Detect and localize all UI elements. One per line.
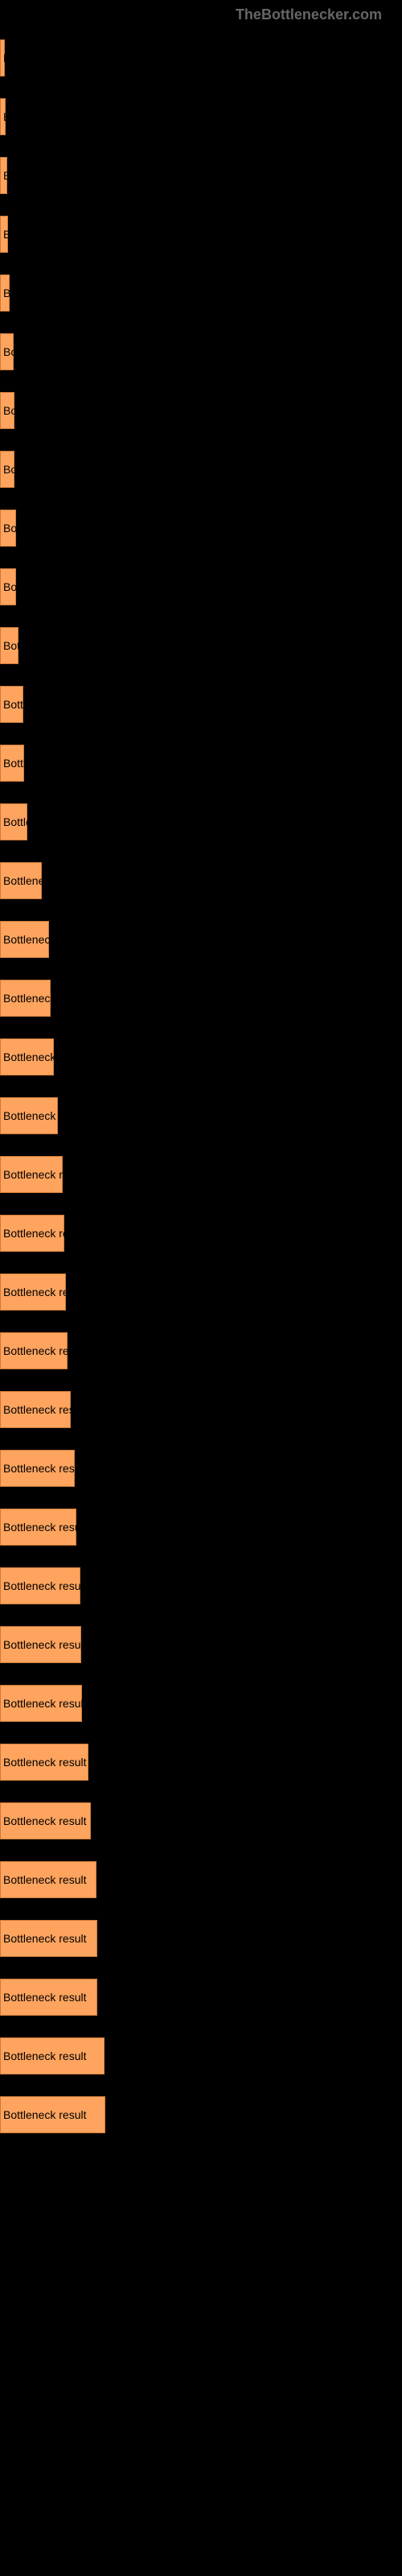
bar-row: Bottleneck res [0,921,402,958]
chart-bar: Bottle [0,745,24,782]
bar-row: Bottleneck result [0,1744,402,1781]
chart-bar: B [0,98,6,135]
bar-row: B [0,39,402,76]
bar-row: Bot [0,627,402,664]
chart-bar: Bottleneck result [0,1097,58,1134]
bar-row: Bottleneck resu [0,1038,402,1075]
chart-bar: B [0,216,8,253]
chart-bar: Bottleneck resu [0,1038,54,1075]
bar-row: Bottleneck result [0,1567,402,1604]
chart-bar: Bo [0,392,14,429]
bar-row: Bottleneck result [0,1332,402,1369]
bar-row: Bottleneck result [0,1509,402,1546]
bar-row: Bottleneck result [0,1626,402,1663]
bar-row: Bottleneck result [0,1097,402,1134]
bar-chart: BBBBBBoBoBoBoBoBotBottleBottleBottleBott… [0,23,402,2171]
bar-row: Bottleneck result [0,1861,402,1898]
chart-bar: Bo [0,451,14,488]
chart-bar: Bottlenec [0,862,42,899]
bar-row: Bottleneck result [0,2037,402,2074]
chart-bar: Bottle [0,803,27,840]
chart-bar: Bottleneck resu [0,1156,63,1193]
watermark-text: TheBottlenecker.com [0,0,402,23]
bar-row: Bottleneck result [0,2096,402,2133]
bar-row: Bottleneck res [0,1274,402,1311]
bar-row: Bottle [0,745,402,782]
chart-bar: Bottleneck result [0,1861,96,1898]
bar-row: Bo [0,333,402,370]
bar-row: Bo [0,392,402,429]
chart-bar: Bottleneck result [0,1567,80,1604]
bar-row: Bottleneck result [0,1920,402,1957]
chart-bar: Bottleneck result [0,1450,75,1487]
chart-bar: Bottleneck result [0,1215,64,1252]
bar-row: Bottle [0,686,402,723]
bar-row: B [0,157,402,194]
chart-bar: Bottle [0,686,23,723]
chart-bar: Bo [0,568,16,605]
chart-bar: Bottleneck result [0,1332,68,1369]
chart-bar: B [0,275,10,312]
bar-row: Bottleneck [0,980,402,1017]
bar-row: B [0,275,402,312]
chart-bar: Bottleneck [0,980,51,1017]
chart-bar: Bot [0,627,18,664]
chart-bar: Bottleneck result [0,2096,105,2133]
bar-row: Bo [0,451,402,488]
chart-bar: Bottleneck result [0,1685,82,1722]
bar-row: Bottleneck result [0,1391,402,1428]
chart-bar: Bottleneck result [0,1802,91,1839]
chart-bar: Bottleneck result [0,1920,97,1957]
bar-row: Bottleneck resu [0,1156,402,1193]
bar-row: Bottleneck result [0,1979,402,2016]
bar-row: B [0,216,402,253]
chart-bar: B [0,39,5,76]
chart-bar: Bottleneck result [0,1626,81,1663]
bar-row: Bo [0,510,402,547]
chart-bar: Bottleneck result [0,1979,97,2016]
bar-row: Bottleneck result [0,1802,402,1839]
chart-bar: Bottleneck result [0,1509,76,1546]
chart-bar: Bottleneck result [0,2037,105,2074]
bar-row: B [0,98,402,135]
chart-bar: Bottleneck result [0,1744,88,1781]
bar-row: Bo [0,568,402,605]
chart-bar: Bo [0,510,16,547]
chart-bar: Bottleneck res [0,921,49,958]
bar-row: Bottlenec [0,862,402,899]
chart-bar: Bottleneck res [0,1274,66,1311]
chart-bar: Bottleneck result [0,1391,71,1428]
bar-row: Bottleneck result [0,1450,402,1487]
bar-row: Bottleneck result [0,1685,402,1722]
chart-bar: B [0,157,7,194]
bar-row: Bottleneck result [0,1215,402,1252]
chart-bar: Bo [0,333,14,370]
bar-row: Bottle [0,803,402,840]
